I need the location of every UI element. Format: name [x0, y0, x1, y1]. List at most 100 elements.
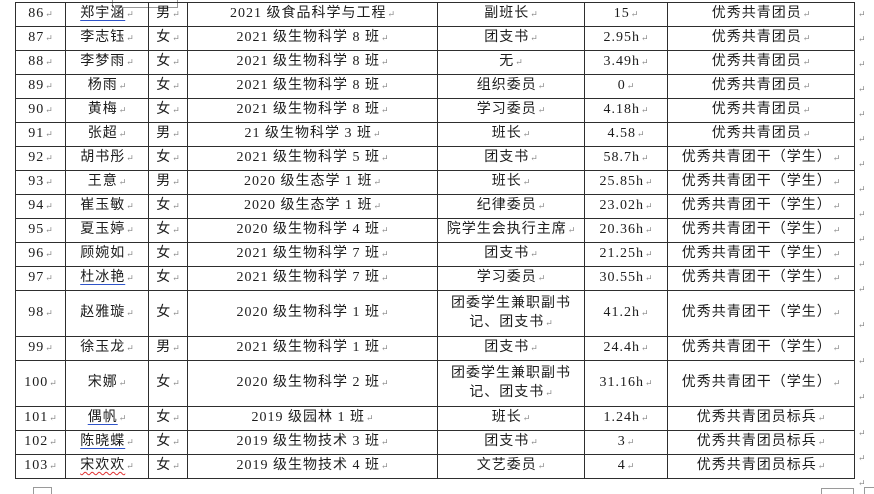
cell-name[interactable]: 宋娜↵: [65, 360, 149, 407]
cell-class[interactable]: 2021 级生物科学 8 班↵: [187, 74, 438, 99]
cell-gender[interactable]: 女↵: [148, 360, 188, 407]
cell-no[interactable]: 89↵: [15, 74, 66, 99]
cell-gender[interactable]: 女↵: [148, 74, 188, 99]
cell-no[interactable]: 99↵: [15, 336, 66, 361]
cell-hours[interactable]: 1.24h↵: [584, 406, 668, 431]
cell-name[interactable]: 赵雅璇↵: [65, 290, 149, 337]
cell-name[interactable]: 徐玉龙↵: [65, 336, 149, 361]
cell-no[interactable]: 97↵: [15, 266, 66, 291]
cell-position[interactable]: 学习委员↵: [437, 98, 585, 123]
cell-class[interactable]: 2020 级生物科学 4 班↵: [187, 218, 438, 243]
cell-award[interactable]: 优秀共青团员↵: [667, 2, 855, 27]
cell-gender[interactable]: 男↵: [148, 170, 188, 195]
cell-no[interactable]: 86↵: [15, 2, 66, 27]
cell-name[interactable]: 偶帆↵: [65, 406, 149, 431]
cell-name[interactable]: 张超↵: [65, 122, 149, 147]
cell-gender[interactable]: 女↵: [148, 146, 188, 171]
cell-award[interactable]: 优秀共青团干（学生）↵: [667, 290, 855, 337]
cell-gender[interactable]: 女↵: [148, 98, 188, 123]
cell-award[interactable]: 优秀共青团干（学生）↵: [667, 242, 855, 267]
cell-position[interactable]: 团支书↵: [437, 146, 585, 171]
cell-class[interactable]: 2020 级生态学 1 班↵: [187, 194, 438, 219]
cell-award[interactable]: 优秀共青团干（学生）↵: [667, 146, 855, 171]
cell-no[interactable]: 98↵: [15, 290, 66, 337]
cell-gender[interactable]: 女↵: [148, 430, 188, 455]
cell-position[interactable]: 学习委员↵: [437, 266, 585, 291]
cell-no[interactable]: 103↵: [15, 454, 66, 479]
cell-class[interactable]: 2021 级生物科学 5 班↵: [187, 146, 438, 171]
cell-award[interactable]: 优秀共青团干（学生）↵: [667, 170, 855, 195]
cell-name[interactable]: 胡书彤↵: [65, 146, 149, 171]
cell-class[interactable]: 21 级生物科学 3 班↵: [187, 122, 438, 147]
cell-award[interactable]: 优秀共青团员↵: [667, 50, 855, 75]
cell-name[interactable]: 李志钰↵: [65, 26, 149, 51]
cell-class[interactable]: 2021 级生物科学 8 班↵: [187, 50, 438, 75]
cell-no[interactable]: 95↵: [15, 218, 66, 243]
cell-name[interactable]: 宋欢欢↵: [65, 454, 149, 479]
cell-gender[interactable]: 男↵: [148, 122, 188, 147]
cell-no[interactable]: 87↵: [15, 26, 66, 51]
cell-hours[interactable]: 58.7h↵: [584, 146, 668, 171]
cell-name[interactable]: 郑宇涵↵: [65, 2, 149, 27]
cell-class[interactable]: 2019 级生物技术 4 班↵: [187, 454, 438, 479]
cell-position[interactable]: 院学生会执行主席↵: [437, 218, 585, 243]
cell-hours[interactable]: 4.58↵: [584, 122, 668, 147]
cell-position[interactable]: 纪律委员↵: [437, 194, 585, 219]
cell-no[interactable]: 96↵: [15, 242, 66, 267]
cell-class[interactable]: 2019 级园林 1 班↵: [187, 406, 438, 431]
cell-hours[interactable]: 4↵: [584, 454, 668, 479]
cell-class[interactable]: 2020 级生物科学 2 班↵: [187, 360, 438, 407]
cell-award[interactable]: 优秀共青团员↵: [667, 122, 855, 147]
cell-position[interactable]: 团委学生兼职副书记、团支书↵: [437, 290, 585, 337]
cell-position[interactable]: 团支书↵: [437, 242, 585, 267]
cell-gender[interactable]: 女↵: [148, 26, 188, 51]
cell-class[interactable]: 2021 级生物科学 1 班↵: [187, 336, 438, 361]
cell-hours[interactable]: 21.25h↵: [584, 242, 668, 267]
cell-hours[interactable]: 30.55h↵: [584, 266, 668, 291]
cell-gender[interactable]: 女↵: [148, 454, 188, 479]
cell-class[interactable]: 2020 级生态学 1 班↵: [187, 170, 438, 195]
cell-position[interactable]: 组织委员↵: [437, 74, 585, 99]
cell-hours[interactable]: 24.4h↵: [584, 336, 668, 361]
cell-hours[interactable]: 2.95h↵: [584, 26, 668, 51]
cell-position[interactable]: 班长↵: [437, 170, 585, 195]
cell-hours[interactable]: 23.02h↵: [584, 194, 668, 219]
cell-award[interactable]: 优秀共青团员↵: [667, 74, 855, 99]
cell-award[interactable]: 优秀共青团员标兵↵: [667, 430, 855, 455]
cell-position[interactable]: 团支书↵: [437, 336, 585, 361]
cell-name[interactable]: 夏玉婷↵: [65, 218, 149, 243]
cell-position[interactable]: 团支书↵: [437, 26, 585, 51]
cell-gender[interactable]: 女↵: [148, 242, 188, 267]
cell-gender[interactable]: 女↵: [148, 218, 188, 243]
cell-award[interactable]: 优秀共青团干（学生）↵: [667, 360, 855, 407]
cell-award[interactable]: 优秀共青团干（学生）↵: [667, 218, 855, 243]
cell-name[interactable]: 王意↵: [65, 170, 149, 195]
cell-hours[interactable]: 41.2h↵: [584, 290, 668, 337]
cell-name[interactable]: 杨雨↵: [65, 74, 149, 99]
cell-position[interactable]: 班长↵: [437, 406, 585, 431]
cell-award[interactable]: 优秀共青团员标兵↵: [667, 454, 855, 479]
cell-hours[interactable]: 3.49h↵: [584, 50, 668, 75]
cell-no[interactable]: 100↵: [15, 360, 66, 407]
cell-no[interactable]: 101↵: [15, 406, 66, 431]
cell-position[interactable]: 团委学生兼职副书记、团支书↵: [437, 360, 585, 407]
cell-name[interactable]: 李梦雨↵: [65, 50, 149, 75]
cell-class[interactable]: 2021 级生物科学 8 班↵: [187, 26, 438, 51]
cell-award[interactable]: 优秀共青团干（学生）↵: [667, 336, 855, 361]
cell-no[interactable]: 91↵: [15, 122, 66, 147]
cell-no[interactable]: 92↵: [15, 146, 66, 171]
cell-no[interactable]: 90↵: [15, 98, 66, 123]
cell-class[interactable]: 2021 级生物科学 8 班↵: [187, 98, 438, 123]
cell-hours[interactable]: 25.85h↵: [584, 170, 668, 195]
cell-gender[interactable]: 女↵: [148, 194, 188, 219]
cell-class[interactable]: 2019 级生物技术 3 班↵: [187, 430, 438, 455]
cell-award[interactable]: 优秀共青团干（学生）↵: [667, 194, 855, 219]
cell-name[interactable]: 崔玉敏↵: [65, 194, 149, 219]
cell-gender[interactable]: 女↵: [148, 266, 188, 291]
cell-hours[interactable]: 3↵: [584, 430, 668, 455]
cell-gender[interactable]: 女↵: [148, 290, 188, 337]
cell-position[interactable]: 团支书↵: [437, 430, 585, 455]
cell-no[interactable]: 93↵: [15, 170, 66, 195]
cell-position[interactable]: 无↵: [437, 50, 585, 75]
cell-position[interactable]: 副班长↵: [437, 2, 585, 27]
